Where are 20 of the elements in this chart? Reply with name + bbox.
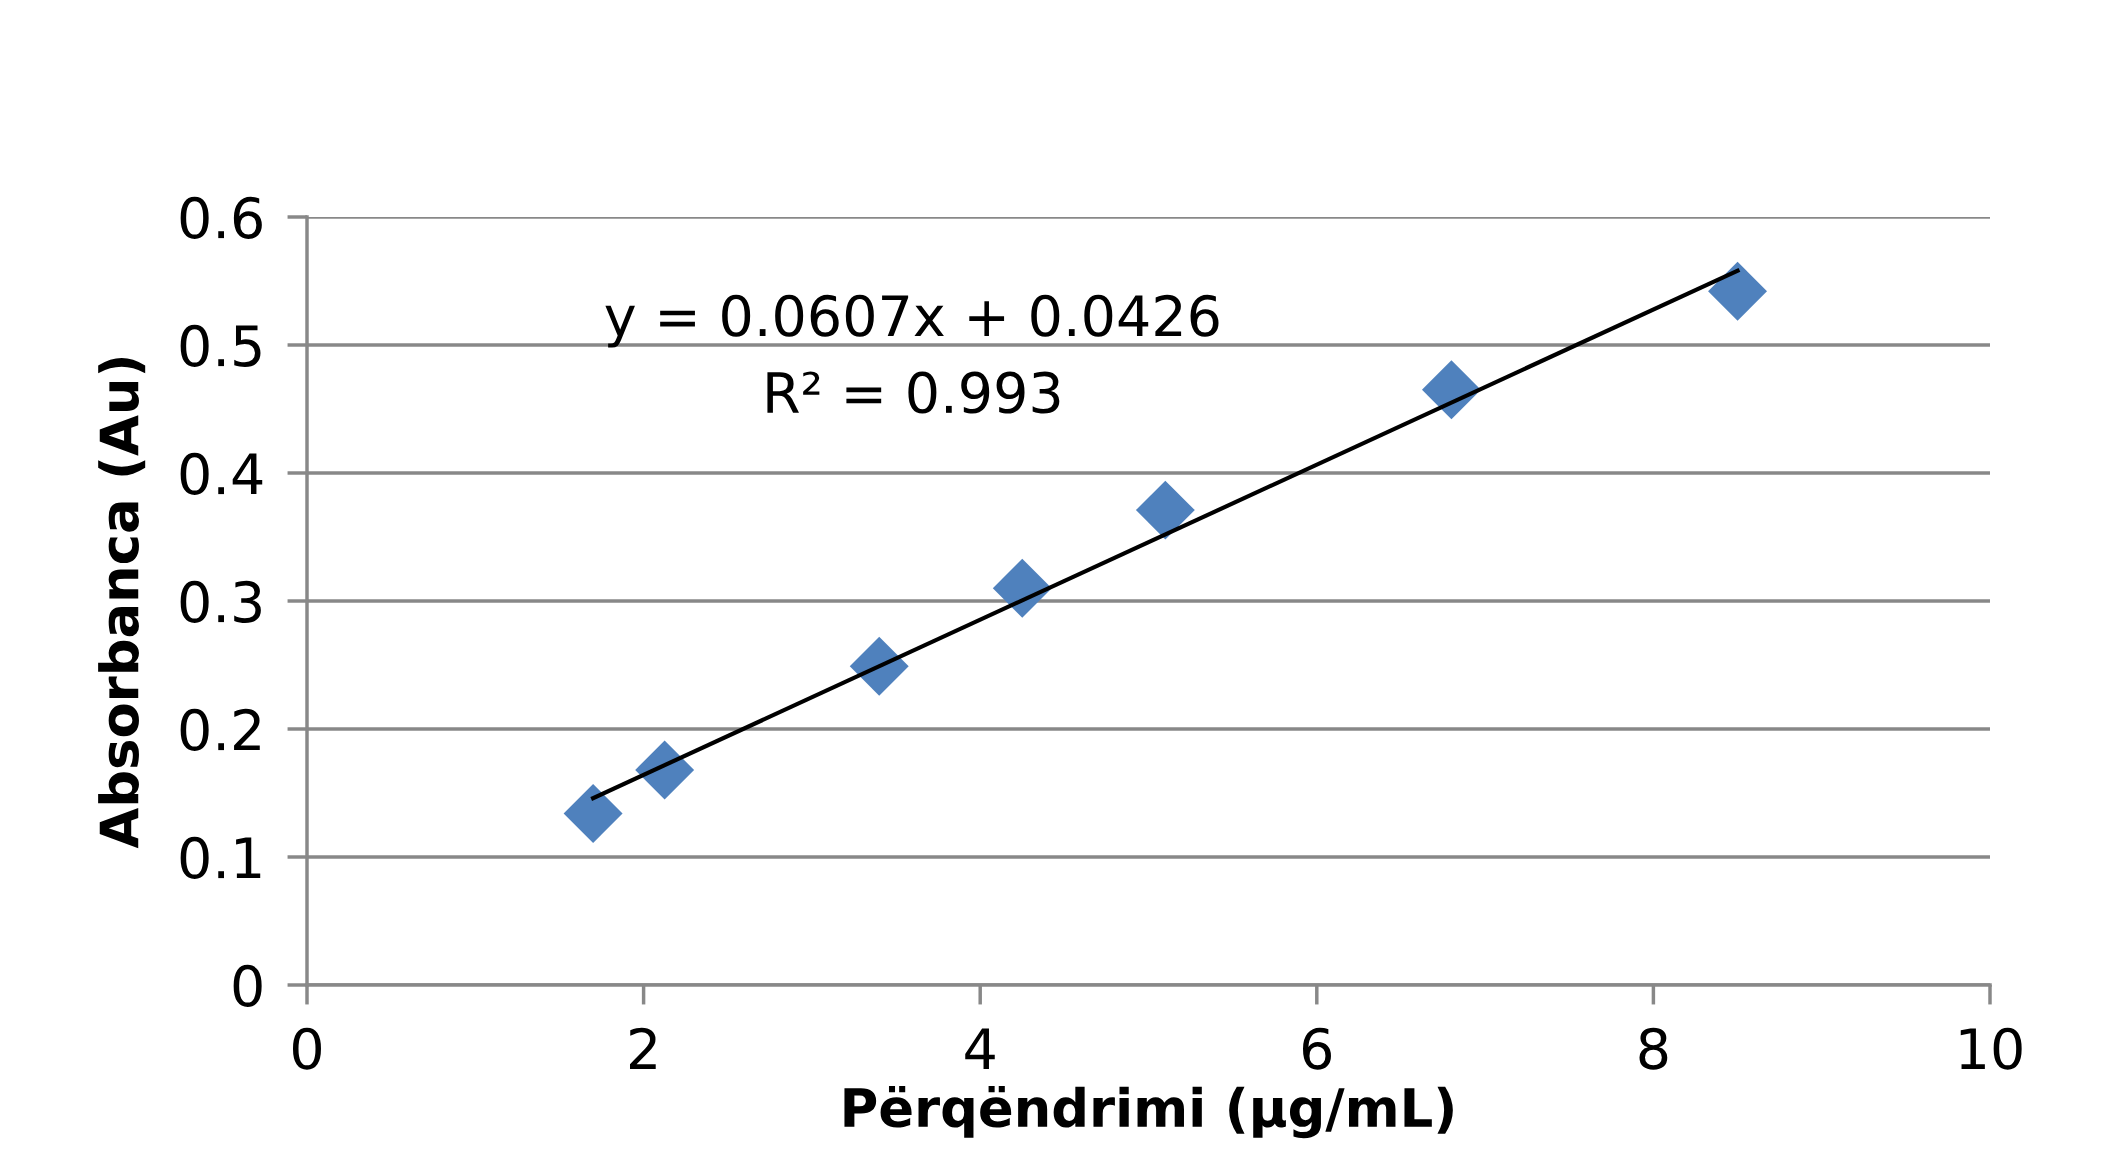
y-axis-title: Absorbanca (Au) bbox=[98, 357, 146, 849]
annotation: y = 0.0607x + 0.0426 bbox=[605, 294, 1219, 348]
x-tick-label: 10 bbox=[1960, 1027, 2022, 1070]
annotation: R² = 0.993 bbox=[767, 371, 1060, 414]
x-axis-title: Përqëndrimi (µg/mL) bbox=[844, 1085, 1453, 1139]
y-tick-label: 0.3 bbox=[180, 580, 261, 623]
x-tick-label: 8 bbox=[1639, 1027, 1668, 1070]
y-tick-label: 0.5 bbox=[180, 324, 261, 367]
x-tick-label: 2 bbox=[630, 1027, 656, 1069]
y-tick-label: 0.1 bbox=[180, 836, 261, 879]
x-tick-label: 0 bbox=[292, 1027, 321, 1070]
y-tick-label: 0.2 bbox=[180, 708, 260, 751]
point bbox=[1708, 261, 1768, 321]
y-tick-label: 0 bbox=[233, 964, 262, 1007]
x-tick-label: 4 bbox=[965, 1028, 995, 1069]
y-tick-label: 0.4 bbox=[180, 452, 263, 495]
y-tick-label: 0.6 bbox=[180, 196, 262, 239]
x-tick-label: 6 bbox=[1303, 1027, 1331, 1070]
point bbox=[563, 784, 623, 843]
point bbox=[1135, 480, 1195, 540]
